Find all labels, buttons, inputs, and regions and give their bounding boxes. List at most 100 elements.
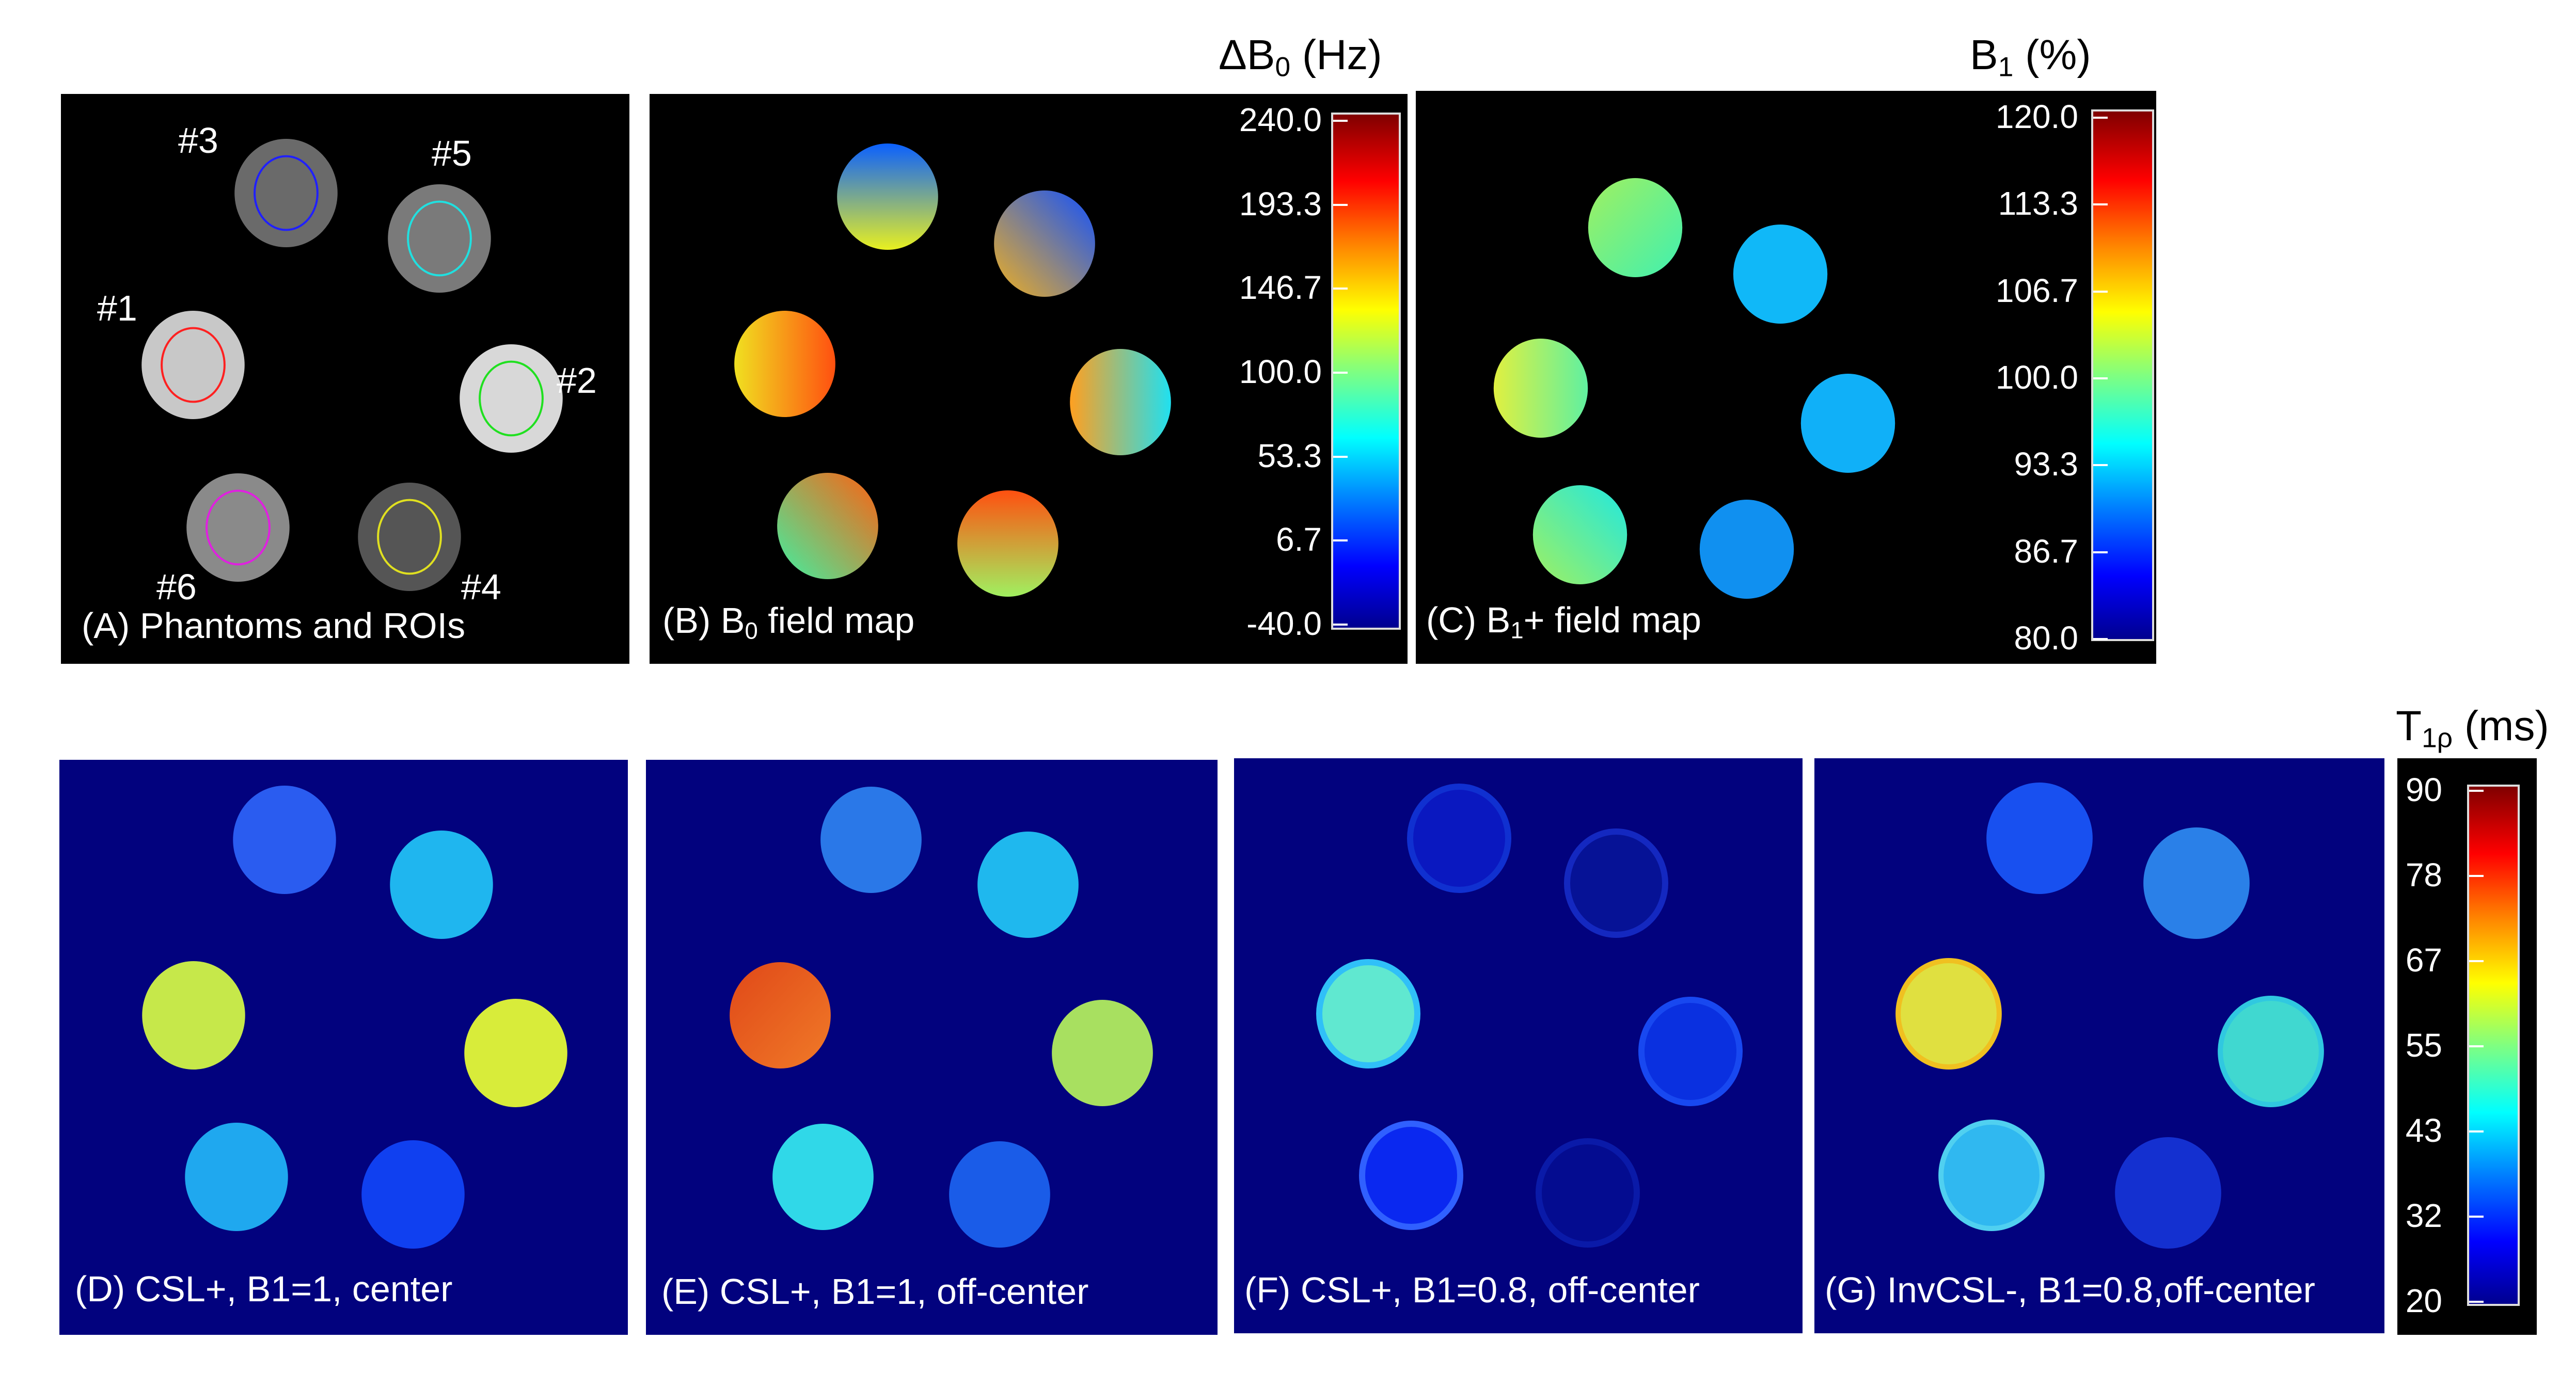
title-text: ΔB [1219, 31, 1275, 78]
phantom-5 [1938, 1120, 2045, 1231]
colorbar-tick-label: 6.7 [1276, 521, 1322, 559]
colorbar-tick-mark [2469, 1045, 2484, 1047]
b1-colorbar-title: B1 (%) [1970, 31, 2091, 83]
phantom-3 [1493, 339, 1588, 438]
label-text: field map [757, 600, 915, 641]
label-text: + field map [1523, 600, 1701, 640]
phantom-4 [1638, 997, 1743, 1106]
panel-e-label: (E) CSL+, B1=1, off-center [661, 1271, 1089, 1312]
phantom-4 [2218, 996, 2324, 1107]
colorbar-tick-mark [1333, 120, 1348, 122]
panel-f-label: (F) CSL+, B1=0.8, off-center [1244, 1270, 1700, 1310]
phantom-6 [2115, 1137, 2221, 1249]
colorbar-tick-label: 193.3 [1239, 185, 1322, 222]
colorbar-tick-mark [1333, 203, 1348, 206]
title-text: (Hz) [1290, 31, 1382, 78]
panel-c-label: (C) B1+ field map [1426, 599, 1701, 644]
phantom-5 [1532, 485, 1627, 584]
panel-d-label: (D) CSL+, B1=1, center [75, 1269, 453, 1309]
roi-label-1: #1 [97, 288, 137, 328]
phantom-5 [1359, 1121, 1463, 1230]
colorbar-tick-mark [2469, 1301, 2484, 1303]
phantom-1 [233, 786, 336, 894]
colorbar-tick-mark [2093, 203, 2108, 206]
panel-b-b0-map: (B) B0 field map [650, 94, 1408, 664]
colorbar-tick-label: 100.0 [1995, 359, 2078, 396]
b0-colorbar [1331, 113, 1401, 630]
phantom-2 [977, 832, 1079, 938]
roi-circle-6 [377, 499, 442, 575]
roi-circle-3 [161, 327, 226, 403]
title-text: T [2396, 703, 2422, 749]
title-sub: 0 [1275, 52, 1291, 83]
t1rho-colorbar-title: T1ρ (ms) [2396, 702, 2549, 754]
phantom-2 [994, 190, 1095, 297]
panel-b-label: (B) B0 field map [662, 600, 914, 644]
colorbar-tick-label: 53.3 [1257, 437, 1322, 474]
phantom-1 [1407, 784, 1511, 893]
colorbar-tick-mark [2093, 464, 2108, 467]
t1rho-map-e [730, 787, 1153, 1248]
roi-label-3: #3 [178, 120, 218, 161]
phantom-1 [1588, 178, 1683, 277]
roi-circle-4 [479, 360, 544, 437]
colorbar-tick-label: 93.3 [2014, 445, 2078, 483]
label-text: (B) B [662, 600, 745, 641]
panel-e-t1rho: (E) CSL+, B1=1, off-center [646, 760, 1218, 1335]
b1-colorbar [2091, 109, 2154, 641]
colorbar-tick-label: 78 [2405, 856, 2442, 894]
roi-circle-1 [254, 155, 319, 231]
label-sub: 1 [1510, 617, 1524, 644]
title-text: B [1970, 31, 1998, 78]
phantom-2 [2143, 827, 2250, 939]
colorbar-tick-mark [2093, 117, 2108, 119]
label-text: (C) B [1426, 600, 1511, 640]
roi-circle-5 [206, 489, 271, 566]
label-sub: 0 [745, 617, 758, 644]
phantom-4 [460, 344, 563, 453]
b0-map-image [734, 143, 1171, 597]
title-text: (%) [2013, 31, 2091, 78]
panel-d-t1rho: (D) CSL+, B1=1, center [59, 760, 628, 1335]
phantom-4 [1052, 1000, 1153, 1106]
colorbar-tick-label: 86.7 [2014, 532, 2078, 570]
colorbar-tick-label: 120.0 [1995, 98, 2078, 135]
phantom-2 [1733, 225, 1828, 324]
colorbar-tick-label: 90 [2405, 771, 2442, 808]
colorbar-tick-mark [2469, 790, 2484, 792]
phantom-6 [358, 483, 461, 591]
colorbar-tick-mark [1333, 455, 1348, 458]
colorbar-tick-mark [2469, 875, 2484, 877]
roi-circle-2 [407, 200, 472, 277]
colorbar-tick-mark [1333, 372, 1348, 374]
colorbar-tick-label: 113.3 [1998, 185, 2078, 222]
phantom-3 [142, 961, 245, 1070]
colorbar-tick-label: 43 [2405, 1112, 2442, 1149]
colorbar-tick-label: 240.0 [1239, 101, 1322, 138]
phantom-1 [837, 143, 938, 250]
colorbar-tick-mark [2469, 1130, 2484, 1132]
colorbar-tick-label: 80.0 [2014, 619, 2078, 657]
phantom-3 [1895, 958, 2002, 1070]
colorbar-tick-mark [2093, 377, 2108, 379]
roi-label-5: #5 [432, 133, 472, 173]
colorbar-tick-mark [2093, 638, 2108, 640]
colorbar-tick-mark [2469, 1216, 2484, 1218]
t1rho-map-f [1316, 784, 1743, 1248]
b1-map-image [1493, 178, 1895, 599]
colorbar-tick-mark [1333, 288, 1348, 290]
colorbar-tick-label: 32 [2405, 1197, 2442, 1234]
b0-colorbar-title: ΔB0 (Hz) [1219, 31, 1382, 83]
colorbar-tick-mark [2093, 551, 2108, 553]
phantom-1 [1986, 783, 2093, 894]
colorbar-tick-mark [2093, 290, 2108, 293]
panel-g-label: (G) InvCSL-, B1=0.8,off-center [1825, 1270, 2315, 1310]
phantom-1 [820, 787, 922, 893]
phantom-6 [957, 490, 1058, 597]
t1rho-map-d [142, 786, 567, 1249]
phantom-6 [949, 1141, 1050, 1248]
panel-c-b1-map: (C) B1+ field map [1416, 91, 2156, 664]
colorbar-tick-label: -40.0 [1246, 605, 1322, 642]
phantom-3 [730, 962, 831, 1068]
phantom-6 [1699, 500, 1794, 599]
